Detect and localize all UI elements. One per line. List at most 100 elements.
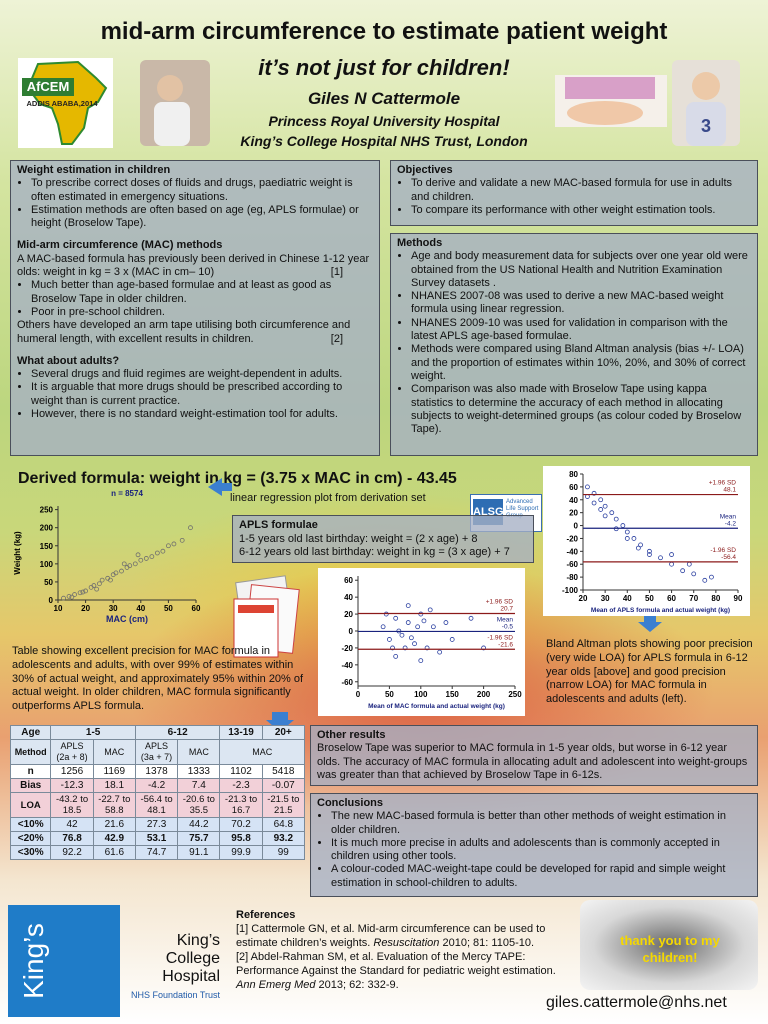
data-point	[669, 552, 674, 557]
methods-box: Methods Age and body measurement data fo…	[390, 233, 758, 456]
cell: 1169	[92, 764, 136, 779]
title: mid-arm circumference to estimate patien…	[100, 18, 668, 45]
reference-value: 48.1	[723, 487, 736, 494]
data-point	[591, 500, 597, 506]
y-tick-label: 60	[569, 483, 578, 492]
photo: 3	[672, 60, 740, 146]
x-tick-label: 20	[579, 594, 588, 603]
header-cell: 13-19	[219, 725, 263, 740]
header-cell: 6-12	[134, 725, 221, 740]
cell: 93.2	[261, 831, 306, 846]
data-point	[188, 525, 193, 531]
cell: 99	[261, 845, 306, 860]
data-point	[658, 555, 663, 561]
data-point	[127, 563, 133, 569]
x-tick-label: 30	[601, 594, 610, 603]
bullet: Comparison was also made with Broselow T…	[411, 383, 751, 436]
bullet-list: Age and body measurement data for subjec…	[397, 250, 751, 436]
reference-value: -21.6	[498, 641, 513, 648]
books-image	[233, 575, 300, 658]
y-tick-label: -100	[562, 586, 579, 595]
cell: 75.7	[177, 831, 221, 846]
data-point	[449, 637, 455, 642]
heading: Conclusions	[317, 797, 384, 809]
caption: linear regression plot from derivation s…	[230, 492, 426, 504]
bullet-list: The new MAC-based formula is better than…	[317, 810, 751, 890]
trust-name: NHS Foundation Trust	[130, 990, 220, 1000]
heading: Mid-arm circumference (MAC) methods	[17, 239, 223, 252]
journal: Ann Emerg Med	[236, 979, 316, 991]
data-point	[99, 577, 105, 583]
x-tick-label: 50	[164, 604, 173, 613]
plot-caption: Bland Altman plots showing poor precisio…	[546, 638, 753, 706]
x-tick-label: 250	[508, 690, 522, 699]
conclusions-box: Conclusions The new MAC-based formula is…	[310, 793, 758, 897]
reference-label: Mean	[497, 616, 514, 623]
bullet: It is arguable that more drugs should be…	[31, 381, 373, 408]
formula-line: 1-5 years old last birthday: weight = (2…	[239, 532, 478, 545]
cell: -21.3 to 16.7	[219, 792, 263, 818]
hospital-name-line: Hospital	[162, 968, 220, 985]
bullet: It is much more precise in adults and ad…	[331, 837, 751, 864]
arrow	[638, 616, 662, 632]
cell: 1333	[177, 764, 221, 779]
data-point	[160, 548, 166, 554]
apls-bland-altman-plot: -100 -80 -60 -40 -20 0 20 40 60 80 20 30 40 50 60 70 80 9…	[543, 466, 750, 616]
table-row: <30% 92.2 61.6 74.7 91.1 99.9 99	[9, 845, 306, 860]
bullet: Poor in pre-school children.	[31, 306, 373, 319]
data-point	[468, 615, 474, 621]
cell: 92.2	[50, 845, 94, 860]
paragraph: Others have developed an arm tape utilis…	[17, 319, 373, 346]
row-label: LOA	[9, 792, 52, 818]
data-point	[613, 516, 619, 522]
y-tick-label: 150	[40, 542, 54, 551]
cell: -2.3	[219, 778, 263, 793]
y-tick-label: 20	[569, 509, 578, 518]
y-tick-label: 100	[40, 560, 54, 569]
data-point	[108, 577, 113, 583]
heading: Other results	[317, 729, 386, 741]
data-point	[620, 523, 626, 528]
references: References [1] Cattermole GN, et al. Mid…	[236, 908, 566, 992]
x-tick-label: 40	[623, 594, 632, 603]
data-point	[143, 556, 149, 561]
data-point	[647, 552, 652, 557]
kings-logo-text: King’s	[17, 923, 49, 999]
data-point	[647, 548, 652, 554]
table-row: LOA -43.2 to 18.5 -22.7 to 58.8 -56.4 to 48…	[9, 792, 306, 818]
background-box: Weight estimation in children To prescri…	[10, 160, 380, 456]
x-axis-label: Mean of APLS formula and actual weight (…	[591, 607, 730, 614]
table-row: Age 1-5 6-12 13-19 20+	[9, 725, 306, 740]
data-point	[702, 577, 708, 583]
data-point	[121, 561, 127, 567]
data-point	[138, 557, 144, 563]
x-tick-label: 150	[446, 690, 460, 699]
hospital-name-line: King’s	[176, 932, 220, 949]
cell: 7.4	[177, 778, 221, 793]
bullet: Estimation methods are often based on ag…	[31, 204, 373, 231]
photo	[140, 60, 210, 146]
text: 2010; 81: 1105-10.	[439, 937, 535, 949]
bullet: Much better than age-based formulae and …	[31, 279, 373, 306]
cell: -22.7 to 58.8	[92, 792, 136, 818]
y-tick-label: -80	[566, 573, 578, 582]
journal: Resuscitation	[373, 937, 440, 949]
x-tick-label: 10	[54, 604, 63, 613]
data-point	[393, 653, 399, 659]
y-tick-label: 60	[344, 576, 353, 585]
data-point	[635, 545, 641, 551]
afcem-logo: AfCEM ADDIS ABABA,2014	[18, 58, 113, 148]
cell: 21.6	[92, 817, 136, 832]
data-point	[380, 624, 386, 630]
data-point	[61, 595, 66, 601]
bullet: Methods were compared using Bland Altman…	[411, 343, 751, 383]
data-point	[585, 484, 590, 490]
data-point	[430, 624, 436, 630]
kings-logo: King’s	[8, 905, 120, 1017]
x-tick-label: 40	[136, 604, 145, 613]
cell: 5418	[261, 764, 306, 779]
photo-boxes	[565, 77, 655, 99]
citation: [1]	[330, 266, 343, 279]
data-point	[624, 536, 630, 541]
